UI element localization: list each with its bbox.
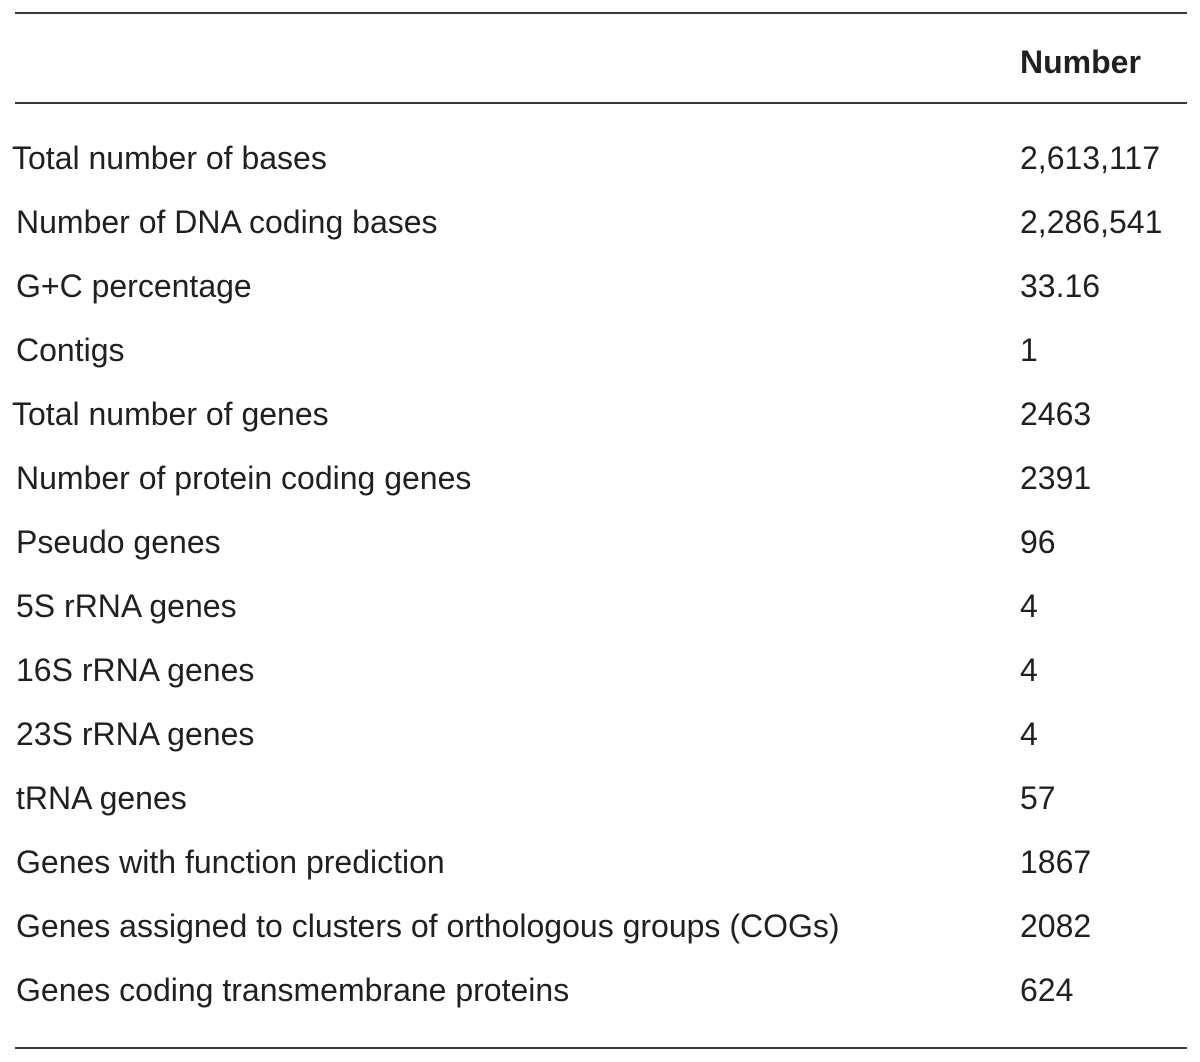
table-row: Genes assigned to clusters of orthologou… — [0, 896, 1200, 960]
row-label: Genes coding transmembrane proteins — [16, 972, 570, 1008]
row-value: 4 — [1020, 652, 1038, 688]
table-row: Total number of bases 2,613,117 — [0, 128, 1200, 192]
row-label: 5S rRNA genes — [16, 588, 237, 624]
table-row: Genes with function prediction 1867 — [0, 832, 1200, 896]
row-value: 2391 — [1020, 460, 1092, 496]
row-value: 2463 — [1020, 396, 1092, 432]
row-value: 1867 — [1020, 844, 1092, 880]
row-value: 4 — [1020, 588, 1038, 624]
table-row: Pseudo genes 96 — [0, 512, 1200, 576]
row-label: 23S rRNA genes — [16, 716, 255, 752]
row-value: 57 — [1020, 780, 1056, 816]
row-value: 96 — [1020, 524, 1056, 560]
table-body: Total number of bases 2,613,117 Number o… — [0, 128, 1200, 1024]
row-label: Contigs — [16, 332, 125, 368]
row-value: 2,286,541 — [1020, 204, 1163, 240]
table-row: Total number of genes 2463 — [0, 384, 1200, 448]
row-label: G+C percentage — [16, 268, 252, 304]
row-label: Number of protein coding genes — [16, 460, 472, 496]
column-header-number: Number — [1020, 44, 1141, 80]
row-label: Number of DNA coding bases — [16, 204, 438, 240]
table-row: Genes coding transmembrane proteins 624 — [0, 960, 1200, 1024]
table-row: tRNA genes 57 — [0, 768, 1200, 832]
table-row: 23S rRNA genes 4 — [0, 704, 1200, 768]
row-label: Total number of genes — [12, 396, 329, 432]
row-value: 4 — [1020, 716, 1038, 752]
table-row: Number of DNA coding bases 2,286,541 — [0, 192, 1200, 256]
table-row: Contigs 1 — [0, 320, 1200, 384]
table-bottom-rule — [15, 1047, 1187, 1049]
row-label: 16S rRNA genes — [16, 652, 255, 688]
table-header-rule — [15, 102, 1187, 104]
row-label: Genes assigned to clusters of orthologou… — [16, 908, 840, 944]
row-label: Pseudo genes — [16, 524, 221, 560]
table-top-rule — [15, 12, 1187, 14]
row-value: 2,613,117 — [1020, 140, 1160, 176]
table-row: 16S rRNA genes 4 — [0, 640, 1200, 704]
table-row: 5S rRNA genes 4 — [0, 576, 1200, 640]
row-label: Total number of bases — [12, 140, 327, 176]
row-value: 2082 — [1020, 908, 1092, 944]
row-value: 624 — [1020, 972, 1074, 1008]
row-label: Genes with function prediction — [16, 844, 445, 880]
row-label: tRNA genes — [16, 780, 187, 816]
table-row: G+C percentage 33.16 — [0, 256, 1200, 320]
table-row: Number of protein coding genes 2391 — [0, 448, 1200, 512]
row-value: 33.16 — [1020, 268, 1101, 304]
row-value: 1 — [1020, 332, 1038, 368]
